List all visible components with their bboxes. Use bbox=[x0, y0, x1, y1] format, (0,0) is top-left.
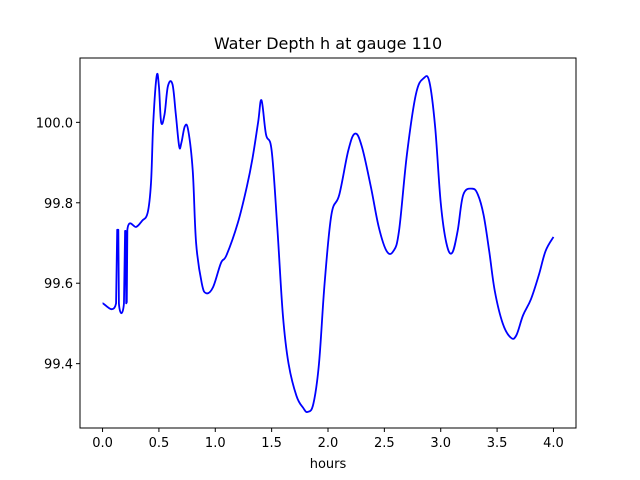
x-tick-label: 0.5 bbox=[149, 436, 170, 451]
y-tick-label: 99.4 bbox=[44, 358, 73, 373]
x-tick-label: 3.0 bbox=[430, 436, 451, 451]
y-tick-label: 100.0 bbox=[36, 116, 73, 131]
axis-ticks: 0.0 0.5 1.0 1.5 2.0 2.5 3.0 3.5 4.0 99.4 99.6 99.8 1… bbox=[36, 116, 564, 451]
y-tick-label: 99.8 bbox=[44, 197, 73, 212]
x-tick-label: 0.0 bbox=[92, 436, 113, 451]
axes-frame bbox=[79, 57, 577, 429]
x-tick-label: 1.0 bbox=[205, 436, 226, 451]
series-line bbox=[102, 72, 555, 413]
x-axis-label: hours bbox=[310, 457, 347, 472]
x-tick-label: 1.5 bbox=[261, 436, 282, 451]
x-tick-label: 3.5 bbox=[487, 436, 508, 451]
y-tick-label: 99.6 bbox=[44, 277, 73, 292]
chart-title: Water Depth h at gauge 110 bbox=[214, 34, 442, 53]
x-tick-label: 4.0 bbox=[543, 436, 564, 451]
x-tick-label: 2.5 bbox=[374, 436, 395, 451]
x-tick-label: 2.0 bbox=[318, 436, 339, 451]
series-layer bbox=[102, 72, 555, 413]
